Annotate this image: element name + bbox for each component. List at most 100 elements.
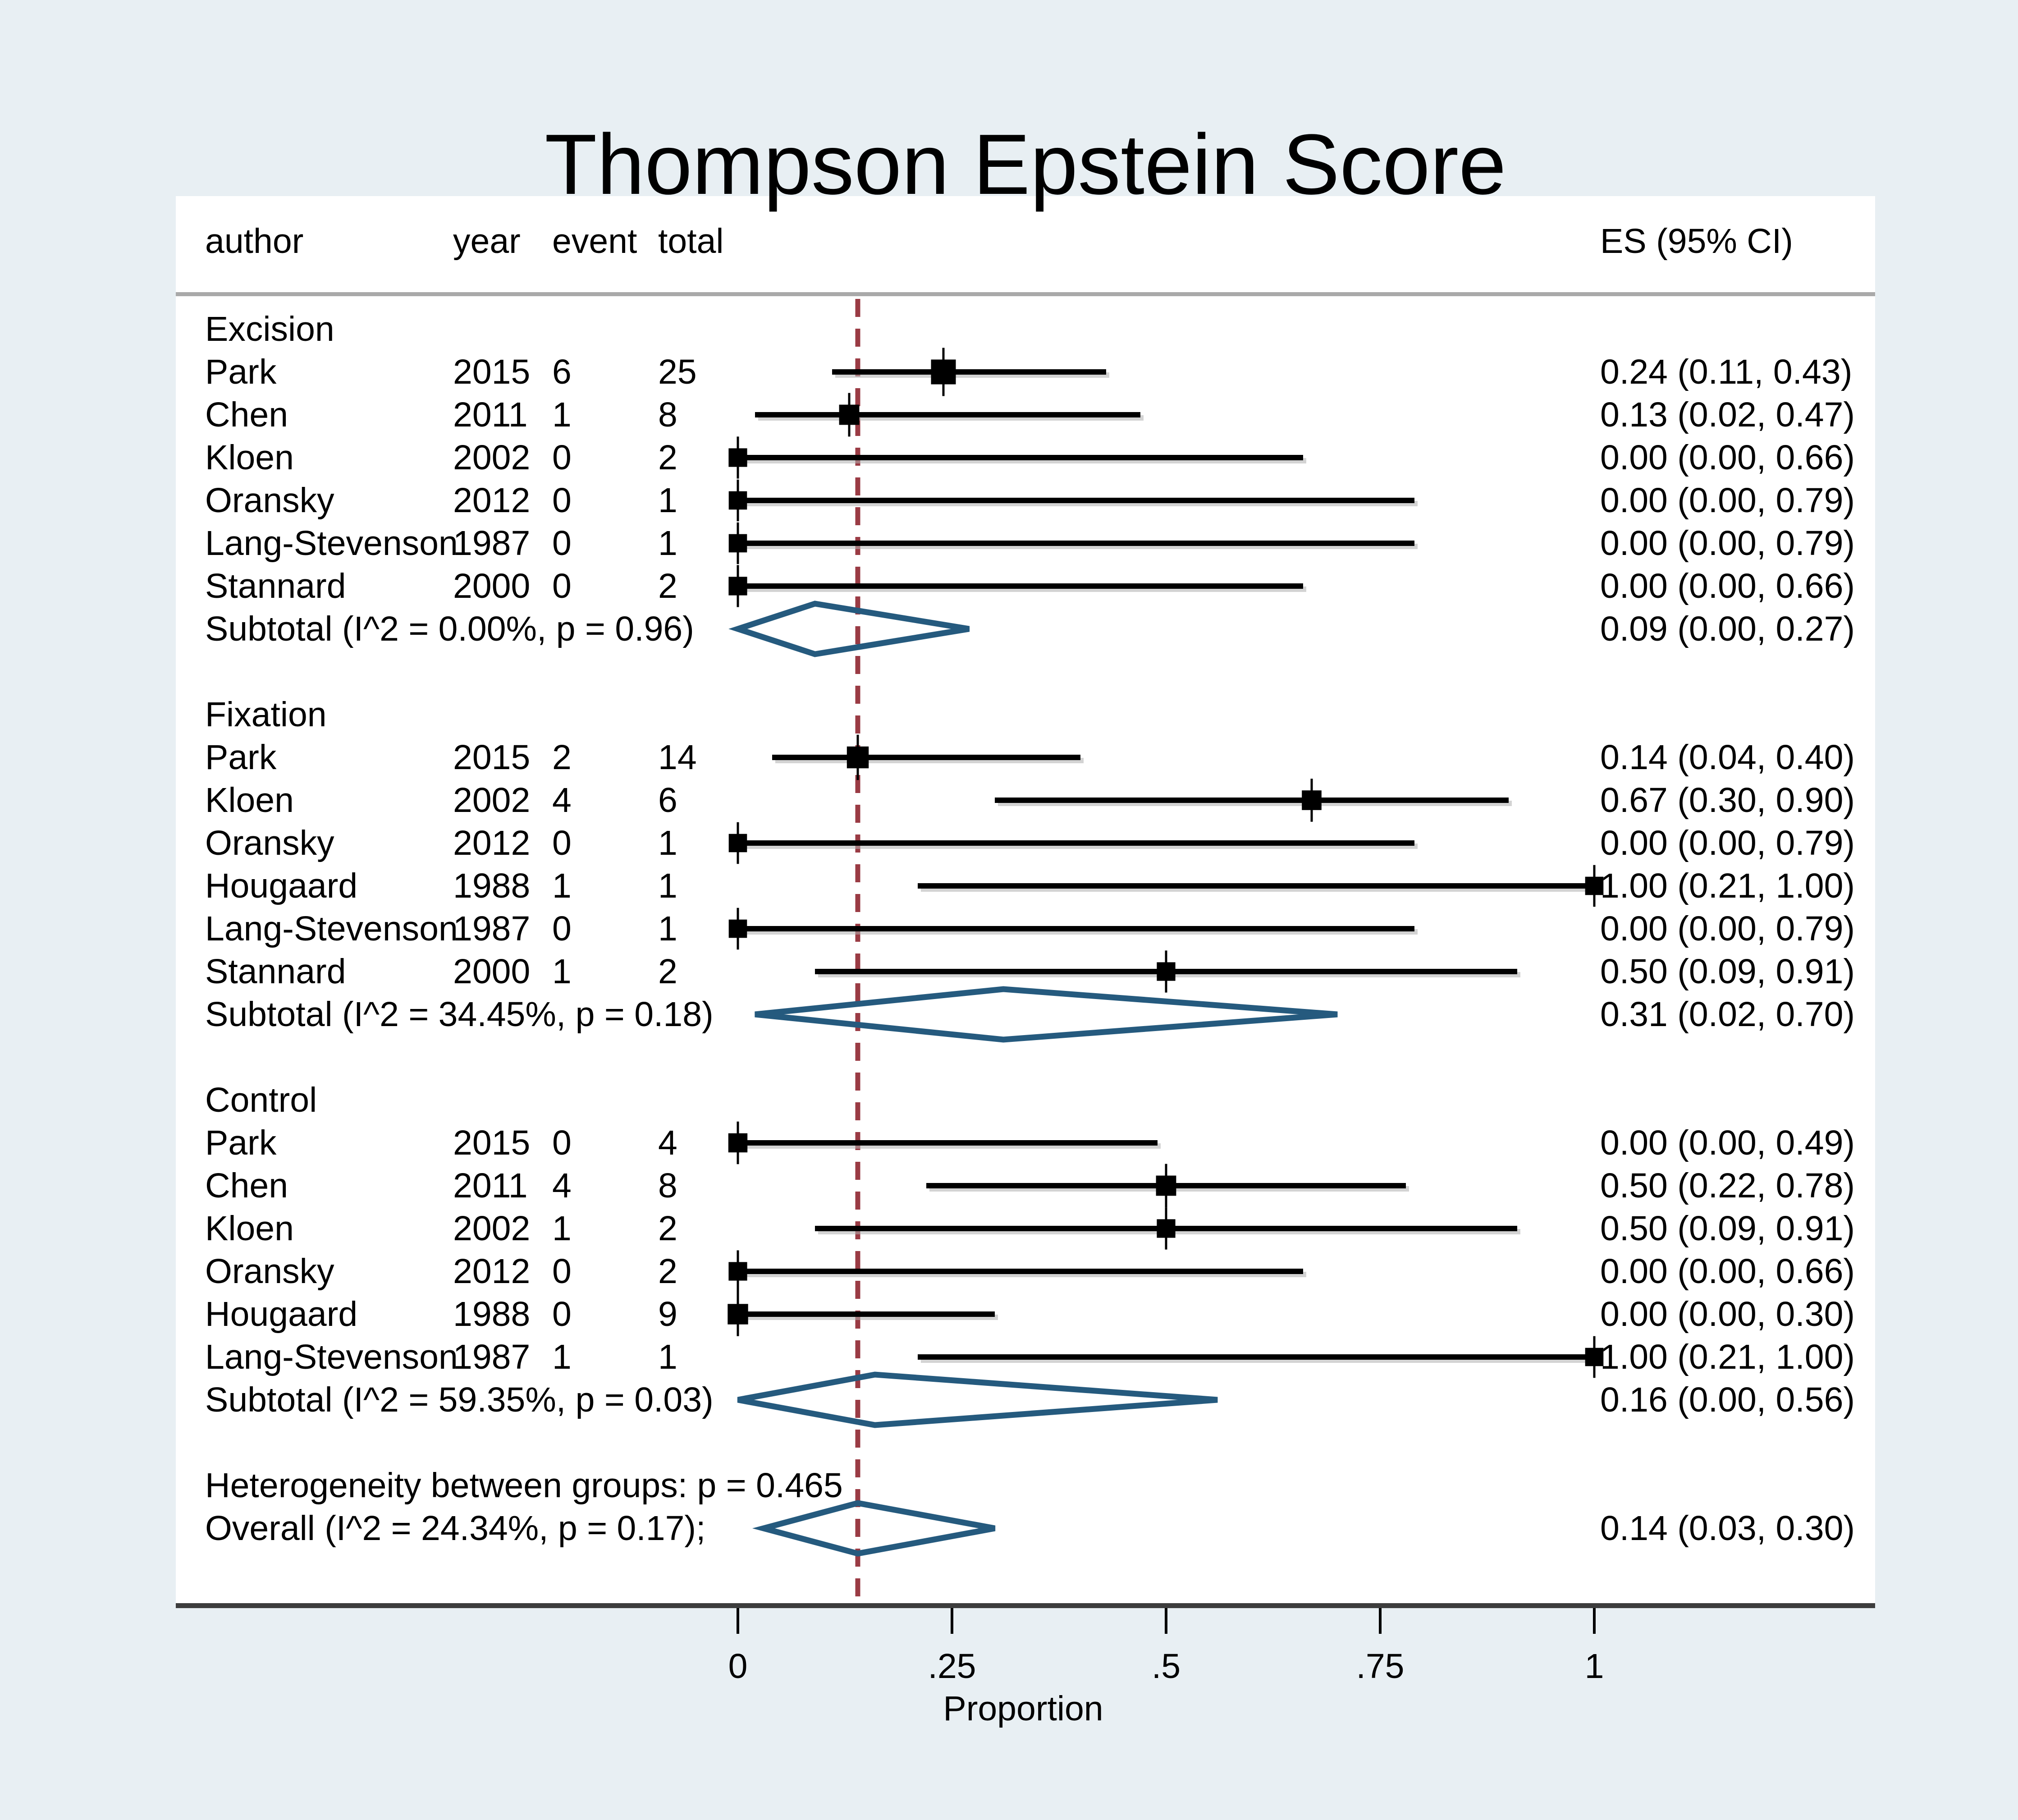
ci-marker — [728, 491, 747, 510]
study-row: Stannard 2000 1 2 0.50 (0.09, 0.91) — [205, 950, 1855, 993]
study-year: 2015 — [453, 738, 530, 777]
col-header-total: total — [658, 222, 724, 261]
study-es-text: 0.00 (0.00, 0.66) — [1600, 567, 1855, 605]
study-year: 1987 — [453, 1338, 530, 1376]
study-es-text: 0.00 (0.00, 0.49) — [1600, 1123, 1855, 1162]
subtotal-es-text: 0.16 (0.00, 0.56) — [1600, 1380, 1855, 1419]
overall-es-text: 0.14 (0.03, 0.30) — [1600, 1509, 1855, 1548]
study-es-text: 0.00 (0.00, 0.79) — [1600, 824, 1855, 862]
study-year: 2012 — [453, 824, 530, 862]
study-author: Stannard — [205, 952, 346, 991]
ci-marker — [728, 534, 747, 553]
study-year: 2011 — [453, 395, 528, 434]
study-es-text: 0.00 (0.00, 0.66) — [1600, 1252, 1855, 1291]
ci-marker — [1585, 1348, 1604, 1366]
ci-marker — [847, 746, 869, 769]
study-total: 1 — [658, 866, 677, 905]
x-axis-tick-label: .25 — [928, 1647, 976, 1686]
study-total: 2 — [658, 952, 677, 991]
study-row: Park 2015 6 25 0.24 (0.11, 0.43) — [205, 348, 1852, 396]
study-event: 0 — [552, 1295, 572, 1334]
study-event: 1 — [552, 952, 572, 991]
study-es-text: 0.67 (0.30, 0.90) — [1600, 781, 1855, 820]
plot-background — [176, 196, 1875, 1606]
ci-marker — [728, 834, 747, 853]
study-author: Stannard — [205, 567, 346, 605]
study-event: 1 — [552, 395, 572, 434]
study-es-text: 0.50 (0.09, 0.91) — [1600, 952, 1855, 991]
subtotal-es-text: 0.09 (0.00, 0.27) — [1600, 610, 1855, 648]
subtotal-label: Subtotal (I^2 = 34.45%, p = 0.18) — [205, 995, 714, 1034]
study-row: Oransky 2012 0 1 0.00 (0.00, 0.79) — [205, 822, 1855, 864]
ci-marker — [1156, 1175, 1176, 1196]
study-total: 14 — [658, 738, 697, 777]
study-row: Stannard 2000 0 2 0.00 (0.00, 0.66) — [205, 565, 1855, 607]
col-header-event: event — [552, 222, 637, 261]
study-row: Kloen 2002 0 2 0.00 (0.00, 0.66) — [205, 436, 1855, 479]
study-total: 9 — [658, 1295, 677, 1334]
study-row: Chen 2011 1 8 0.13 (0.02, 0.47) — [205, 393, 1855, 437]
study-es-text: 0.14 (0.04, 0.40) — [1600, 738, 1855, 777]
study-event: 4 — [552, 781, 572, 820]
ci-marker — [1157, 1219, 1176, 1238]
study-event: 0 — [552, 567, 572, 605]
study-event: 0 — [552, 1252, 572, 1291]
study-year: 2002 — [453, 1209, 530, 1248]
subtotal-es-text: 0.31 (0.02, 0.70) — [1600, 995, 1855, 1034]
col-header-author: author — [205, 222, 303, 261]
study-author: Kloen — [205, 438, 294, 477]
subtotal-diamond — [728, 601, 970, 657]
study-event: 0 — [552, 438, 572, 477]
study-event: 6 — [552, 353, 572, 391]
study-author: Chen — [205, 1166, 288, 1205]
ci-marker — [1302, 790, 1322, 810]
study-row: Hougaard 1988 0 9 0.00 (0.00, 0.30) — [205, 1292, 1855, 1336]
study-event: 1 — [552, 1338, 572, 1376]
col-header-es: ES (95% CI) — [1600, 222, 1793, 261]
study-es-text: 1.00 (0.21, 1.00) — [1600, 866, 1855, 905]
study-total: 6 — [658, 781, 677, 820]
study-author: Hougaard — [205, 866, 357, 905]
overall-label: Overall (I^2 = 24.34%, p = 0.17); — [205, 1509, 705, 1548]
study-event: 2 — [552, 738, 572, 777]
study-row: Oransky 2012 0 2 0.00 (0.00, 0.66) — [205, 1250, 1855, 1293]
study-year: 1988 — [453, 1295, 530, 1334]
subtotal-row: Subtotal (I^2 = 0.00%, p = 0.96) 0.09 (0.… — [205, 610, 1855, 648]
study-event: 4 — [552, 1166, 572, 1205]
study-author: Kloen — [205, 781, 294, 820]
study-total: 1 — [658, 524, 677, 563]
study-year: 2011 — [453, 1166, 528, 1205]
study-es-text: 0.50 (0.09, 0.91) — [1600, 1209, 1855, 1248]
study-total: 2 — [658, 1252, 677, 1291]
study-es-text: 0.24 (0.11, 0.43) — [1600, 353, 1852, 391]
overall-row: Overall (I^2 = 24.34%, p = 0.17); 0.14 (0… — [205, 1509, 1855, 1548]
study-year: 1987 — [453, 524, 530, 563]
study-year: 1988 — [453, 866, 530, 905]
study-author: Oransky — [205, 1252, 334, 1291]
study-es-text: 0.50 (0.22, 0.78) — [1600, 1166, 1855, 1205]
study-year: 2012 — [453, 1252, 530, 1291]
study-es-text: 0.00 (0.00, 0.79) — [1600, 481, 1855, 520]
group-label: Excision — [205, 310, 334, 348]
study-event: 1 — [552, 1209, 572, 1248]
ci-marker — [1157, 962, 1176, 981]
study-year: 1987 — [453, 909, 530, 948]
study-author: Oransky — [205, 824, 334, 862]
study-total: 8 — [658, 395, 677, 434]
study-author: Park — [205, 353, 277, 391]
study-es-text: 0.00 (0.00, 0.79) — [1600, 524, 1855, 563]
ci-marker — [728, 1304, 748, 1325]
subtotal-diamond — [737, 1371, 1218, 1428]
study-es-text: 0.00 (0.00, 0.79) — [1600, 909, 1855, 948]
study-event: 0 — [552, 481, 572, 520]
x-axis-tick-label: .5 — [1152, 1647, 1181, 1686]
group-label: Control — [205, 1081, 317, 1119]
study-author: Chen — [205, 395, 288, 434]
study-row: Park 2015 2 14 0.14 (0.04, 0.40) — [205, 734, 1855, 780]
x-axis-title: Proportion — [943, 1689, 1103, 1728]
study-total: 8 — [658, 1166, 677, 1205]
